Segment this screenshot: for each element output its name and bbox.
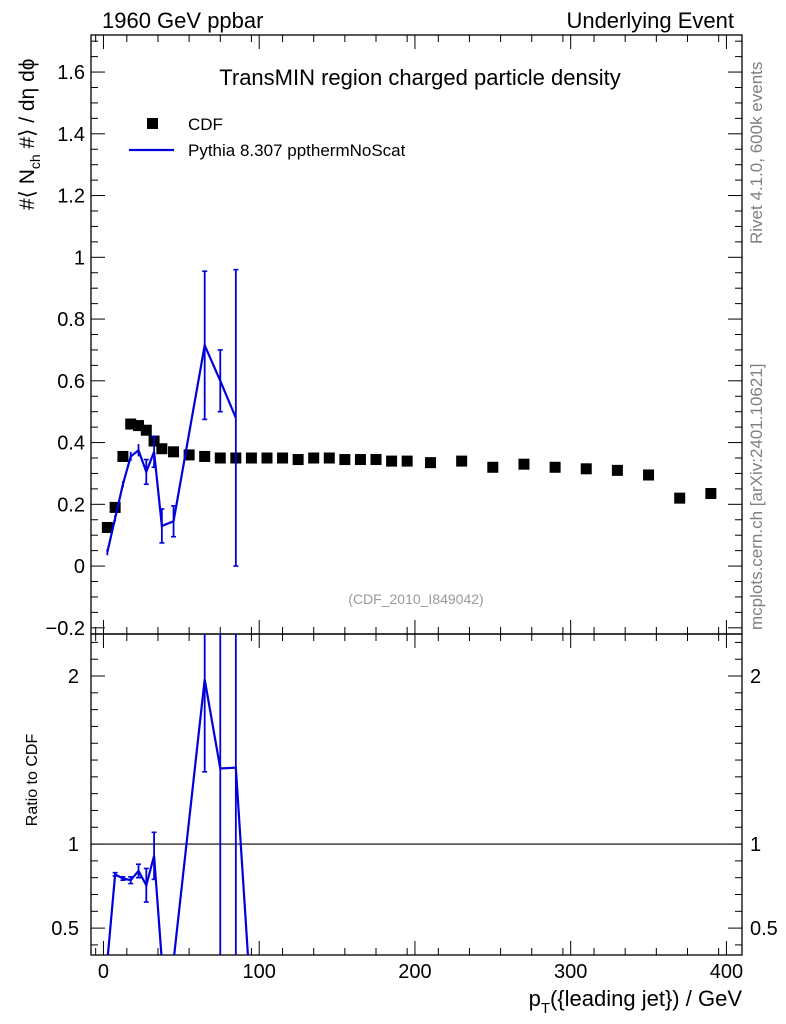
main-y-axis-label: #⟨ Nch #⟩ / dη dϕ: [16, 58, 43, 210]
cdf-data-point: [401, 455, 413, 467]
x-tick-label: 200: [398, 961, 431, 983]
ratio-y-tick-label-right: 0.5: [750, 918, 778, 940]
x-tick-label: 300: [554, 961, 587, 983]
x-tick-label: 400: [710, 961, 743, 983]
cdf-data-point: [277, 452, 289, 464]
cdf-data-point: [133, 420, 145, 432]
cdf-data-point: [117, 450, 129, 462]
cdf-data-point: [611, 464, 623, 476]
energy-label: 1960 GeV ppbar: [102, 8, 264, 33]
main-y-tick-label: 0.8: [57, 309, 85, 331]
cdf-data-point: [245, 452, 257, 464]
pythia-series-line: [106, 341, 237, 553]
ratio-y-tick-label-right: 2: [750, 666, 761, 688]
cdf-data-point: [518, 458, 530, 470]
main-y-tick-label: −0.2: [46, 618, 85, 640]
main-y-tick-label: 0: [74, 556, 85, 578]
x-axis-label: pT({leading jet}) / GeV: [529, 986, 743, 1017]
cdf-data-point: [261, 452, 273, 464]
cdf-data-point: [339, 454, 351, 466]
cdf-data-point: [370, 454, 382, 466]
main-y-tick-label: 1.4: [57, 124, 85, 146]
cdf-data-point: [125, 418, 137, 430]
cdf-data-point: [292, 454, 304, 466]
cdf-data-point: [323, 452, 335, 464]
cdf-data-point: [705, 488, 717, 500]
ratio-y-tick-label-left: 2: [68, 666, 79, 688]
main-y-tick-label: 1: [74, 247, 85, 269]
x-tick-label: 0: [98, 961, 109, 983]
legend-cdf-marker: [147, 118, 158, 129]
legend-pythia-label: Pythia 8.307 ppthermNoScat: [188, 141, 406, 160]
ratio-series-line: [106, 679, 250, 955]
cdf-data-point: [354, 454, 366, 466]
process-label: Underlying Event: [566, 8, 734, 33]
cdf-data-point: [109, 501, 121, 513]
ratio-y-axis-label: Ratio to CDF: [24, 734, 41, 827]
ratio-y-tick-label-left: 0.5: [51, 918, 79, 940]
cdf-data-point: [214, 452, 226, 464]
chart-title: TransMIN region charged particle density: [219, 65, 620, 90]
cdf-data-point: [425, 457, 437, 469]
analysis-watermark: (CDF_2010_I849042): [348, 591, 483, 607]
cdf-data-point: [487, 461, 499, 473]
ratio-y-tick-label-left: 1: [68, 834, 79, 856]
ratio-plot-frame: [90, 633, 743, 956]
cdf-data-point: [580, 463, 592, 475]
cdf-data-point: [101, 521, 113, 533]
x-tick-label: 100: [243, 961, 276, 983]
cdf-data-point: [456, 455, 468, 467]
main-y-tick-label: 1.2: [57, 186, 85, 208]
cdf-data-point: [674, 492, 686, 504]
cdf-data-point: [156, 443, 168, 455]
cdf-data-point: [199, 450, 211, 462]
main-y-tick-label: 1.6: [57, 62, 85, 84]
main-y-tick-label: 0.2: [57, 494, 85, 516]
cdf-data-point: [168, 446, 180, 458]
main-y-tick-label: 0.6: [57, 371, 85, 393]
cdf-data-point: [308, 452, 320, 464]
cdf-data-point: [183, 449, 195, 461]
cdf-data-point: [549, 461, 561, 473]
cdf-data-point: [140, 424, 152, 436]
ratio-y-tick-label-right: 1: [750, 834, 761, 856]
legend-cdf-label: CDF: [188, 115, 223, 134]
main-y-tick-label: 0.4: [57, 433, 85, 455]
cdf-data-point: [643, 469, 655, 481]
cdf-data-point: [386, 455, 398, 467]
